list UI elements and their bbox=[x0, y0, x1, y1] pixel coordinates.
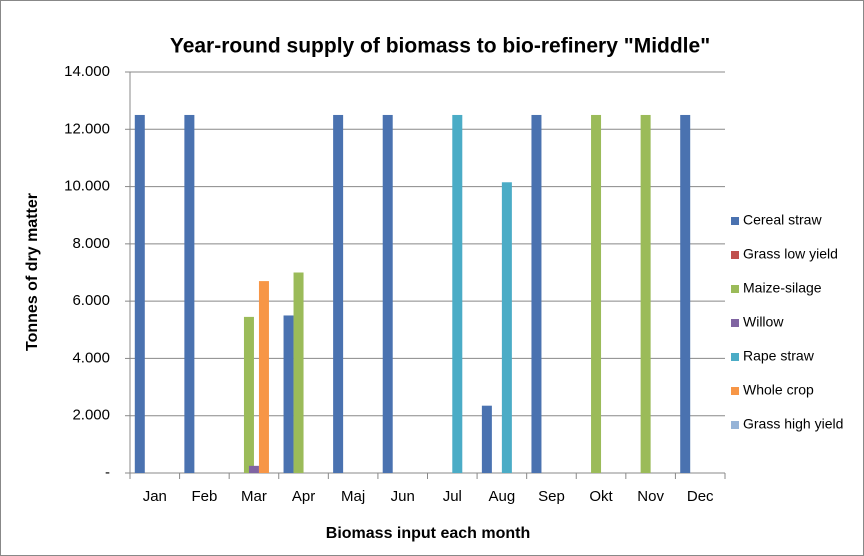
bar bbox=[283, 315, 294, 473]
legend-label: Willow bbox=[743, 314, 784, 330]
x-tick-label: Jul bbox=[443, 488, 462, 505]
legend-label: Grass high yield bbox=[743, 416, 843, 432]
bar bbox=[452, 114, 463, 473]
legend-swatch bbox=[731, 353, 739, 361]
legend-swatch bbox=[731, 217, 739, 225]
legend-swatch bbox=[731, 251, 739, 259]
legend-label: Maize-silage bbox=[743, 280, 822, 296]
x-tick-label: Nov bbox=[637, 488, 664, 505]
y-tick-label: 8.000 bbox=[72, 235, 110, 252]
x-tick-label: Dec bbox=[687, 488, 714, 505]
x-tick-label: Sep bbox=[538, 488, 565, 505]
legend-swatch bbox=[731, 387, 739, 395]
bar bbox=[501, 182, 512, 473]
bar bbox=[591, 114, 602, 473]
x-tick-label: Jun bbox=[391, 488, 415, 505]
bar bbox=[184, 114, 195, 473]
bar bbox=[258, 281, 269, 473]
y-tick-label: 10.000 bbox=[64, 178, 110, 195]
legend-swatch bbox=[731, 319, 739, 327]
bar bbox=[293, 272, 304, 473]
legend-swatch bbox=[731, 421, 739, 429]
bar bbox=[134, 114, 145, 473]
bar bbox=[640, 114, 651, 473]
y-tick-label: 2.000 bbox=[72, 407, 110, 424]
bar bbox=[531, 114, 542, 473]
x-tick-label: Maj bbox=[341, 488, 365, 505]
bar bbox=[382, 114, 393, 473]
legend-label: Whole crop bbox=[743, 382, 814, 398]
legend-swatch bbox=[731, 285, 739, 293]
y-tick-label: 14.000 bbox=[64, 63, 110, 80]
y-tick-label: 6.000 bbox=[72, 292, 110, 309]
y-tick-label: 4.000 bbox=[72, 349, 110, 366]
legend-label: Cereal straw bbox=[743, 212, 822, 228]
x-axis-title: Biomass input each month bbox=[326, 525, 530, 542]
bar bbox=[680, 114, 691, 473]
legend-label: Grass low yield bbox=[743, 246, 838, 262]
x-tick-label: Feb bbox=[191, 488, 217, 505]
bar bbox=[481, 405, 492, 473]
x-tick-label: Okt bbox=[589, 488, 613, 505]
bar bbox=[333, 114, 344, 473]
x-tick-label: Mar bbox=[241, 488, 267, 505]
y-tick-label: - bbox=[105, 464, 110, 481]
x-tick-label: Apr bbox=[292, 488, 315, 505]
chart-title: Year-round supply of biomass to bio-refi… bbox=[170, 35, 710, 58]
legend-label: Rape straw bbox=[743, 348, 815, 364]
y-axis-title: Tonnes of dry matter bbox=[24, 193, 41, 351]
x-tick-label: Aug bbox=[489, 488, 516, 505]
bar bbox=[243, 316, 254, 473]
x-tick-label: Jan bbox=[143, 488, 167, 505]
bar bbox=[248, 465, 259, 473]
y-tick-label: 12.000 bbox=[64, 120, 110, 137]
